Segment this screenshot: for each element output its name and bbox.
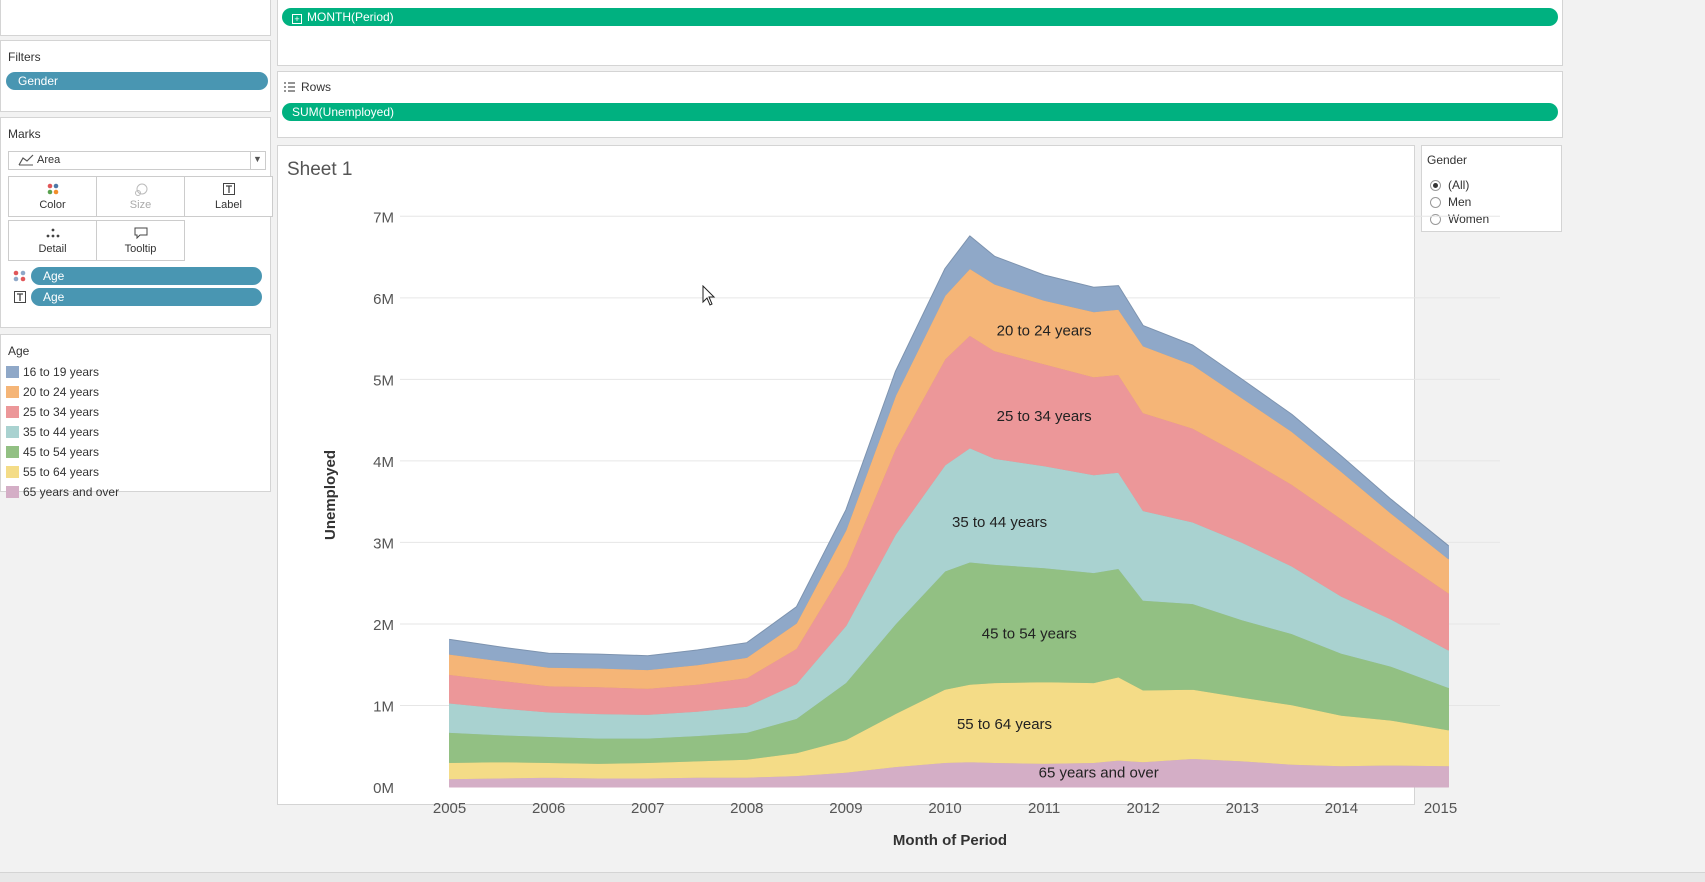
color-icon (9, 177, 96, 199)
legend-item-label: 16 to 19 years (23, 365, 100, 379)
color-button-label: Color (39, 199, 66, 211)
filters-card: Filters Gender (0, 40, 271, 112)
legend-item-label: 25 to 34 years (23, 405, 100, 419)
x-tick-label: 2015 (1424, 800, 1457, 817)
label-icon (185, 177, 272, 199)
detail-icon (9, 221, 96, 243)
rows-pill-sum-unemployed[interactable]: SUM(Unemployed) (282, 103, 1558, 121)
legend-swatch (6, 406, 19, 418)
columns-pill-month-period[interactable]: + MONTH(Period) (282, 8, 1558, 26)
marks-card: Marks Area ▼ Color Size Label Detail (0, 117, 273, 328)
gender-option-men[interactable]: Men (1430, 195, 1471, 209)
legend-swatch (6, 366, 19, 378)
filters-title: Filters (8, 50, 41, 64)
legend-swatch (6, 386, 19, 398)
size-icon (97, 177, 184, 199)
legend-item-label: 45 to 54 years (23, 445, 100, 459)
legend-swatch (6, 486, 19, 498)
legend-item-label: 65 years and over (23, 485, 120, 499)
detail-button-label: Detail (38, 243, 67, 255)
radio-icon (1430, 197, 1441, 208)
label-button[interactable]: Label (184, 176, 273, 217)
legend-title: Age (8, 344, 30, 358)
legend-item[interactable]: 35 to 44 years (6, 425, 99, 441)
marks-title: Marks (8, 127, 41, 141)
legend-item[interactable]: 16 to 19 years (6, 365, 99, 381)
color-button[interactable]: Color (8, 176, 97, 217)
sheet-title: Sheet 1 (287, 159, 353, 180)
expand-icon[interactable]: + (292, 14, 302, 24)
legend-swatch (6, 466, 19, 478)
gender-filter-title: Gender (1427, 153, 1468, 167)
gender-filter-card: Gender (All) Men Women (1421, 145, 1562, 232)
columns-shelf: + MONTH(Period) (277, 0, 1563, 66)
gender-option-all[interactable]: (All) (1430, 178, 1469, 192)
bottom-scrollbar[interactable] (0, 872, 1705, 882)
gender-option-label: Men (1448, 195, 1472, 209)
legend-swatch (6, 426, 19, 438)
legend-swatch (6, 446, 19, 458)
legend-item-label: 55 to 64 years (23, 465, 100, 479)
dropdown-divider (250, 152, 251, 169)
color-encoding-icon (13, 270, 27, 285)
mark-type-label: Area (37, 154, 61, 166)
size-button[interactable]: Size (96, 176, 185, 217)
legend-item[interactable]: 45 to 54 years (6, 445, 99, 461)
chevron-down-icon: ▼ (253, 154, 262, 164)
marks-pill-age-color[interactable]: Age (31, 267, 262, 285)
radio-selected-icon (1430, 180, 1441, 191)
age-legend: Age 16 to 19 years 20 to 24 years 25 to 34… (0, 334, 271, 499)
gender-option-label: Women (1448, 212, 1490, 226)
tooltip-button-label: Tooltip (124, 243, 157, 255)
label-button-label: Label (215, 199, 242, 211)
rows-list-icon (284, 81, 295, 95)
rows-shelf: Rows SUM(Unemployed) (277, 71, 1563, 138)
gender-option-label: (All) (1448, 178, 1470, 192)
pages-card (0, 0, 271, 36)
tooltip-button[interactable]: Tooltip (96, 220, 185, 261)
rows-shelf-label: Rows (301, 80, 332, 94)
legend-item-label: 35 to 44 years (23, 425, 100, 439)
size-button-label: Size (129, 199, 152, 211)
radio-icon (1430, 214, 1441, 225)
label-encoding-icon (14, 291, 26, 306)
area-chart-icon (18, 154, 34, 169)
mouse-cursor-icon (702, 285, 716, 306)
filter-pill-gender[interactable]: Gender (6, 72, 268, 90)
tooltip-icon (97, 221, 184, 243)
gender-option-women[interactable]: Women (1430, 212, 1489, 226)
x-axis-title: Month of Period (893, 832, 1007, 849)
columns-pill-label: MONTH(Period) (307, 10, 394, 24)
sheet-view[interactable]: Sheet 1 (277, 145, 1415, 805)
legend-item[interactable]: 20 to 24 years (6, 385, 99, 401)
detail-button[interactable]: Detail (8, 220, 97, 261)
marks-pill-age-label[interactable]: Age (31, 288, 262, 306)
legend-item[interactable]: 65 years and over (6, 485, 119, 501)
legend-item[interactable]: 55 to 64 years (6, 465, 99, 481)
mark-type-dropdown[interactable]: Area ▼ (8, 151, 266, 170)
legend-item-label: 20 to 24 years (23, 385, 100, 399)
legend-item[interactable]: 25 to 34 years (6, 405, 99, 421)
